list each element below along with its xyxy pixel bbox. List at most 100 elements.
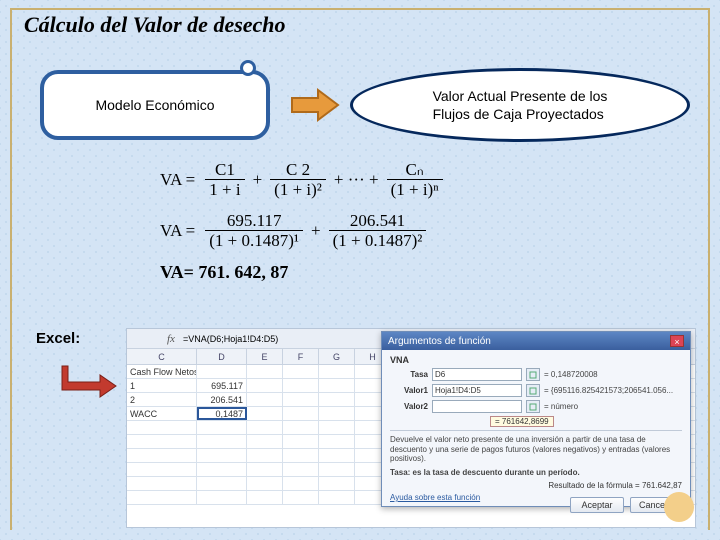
cell[interactable] — [283, 449, 319, 462]
field-resolved: = {695116.825421573;206541.056... — [544, 386, 673, 395]
column-header[interactable]: G — [319, 349, 355, 364]
cell[interactable] — [247, 379, 283, 392]
column-header[interactable]: D — [197, 349, 247, 364]
column-header[interactable]: F — [283, 349, 319, 364]
cell[interactable] — [283, 407, 319, 420]
excel-screenshot: fx =VNA(D6;Hoja1!D4:D5) CDEFGHIJKL Cash … — [126, 328, 696, 528]
decorative-frame-right — [708, 60, 710, 530]
cell[interactable] — [319, 379, 355, 392]
modelo-label: Modelo Económico — [40, 70, 270, 140]
function-arguments-dialog: Argumentos de función × VNA Tasa D6 = 0,14… — [381, 331, 691, 507]
title-text: Cálculo del Valor de desecho — [24, 12, 286, 37]
range-picker-icon[interactable] — [526, 400, 540, 413]
cell[interactable] — [127, 421, 197, 434]
cell[interactable] — [319, 421, 355, 434]
close-icon[interactable]: × — [670, 335, 684, 347]
cell[interactable]: 2 — [127, 393, 197, 406]
oval-line2: Flujos de Caja Proyectados — [433, 106, 604, 122]
dialog-desc1: Devuelve el valor neto presente de una i… — [390, 435, 682, 464]
fx-icon[interactable]: fx — [167, 333, 175, 345]
dialog-preview: = 761642,8699 — [490, 416, 554, 427]
cell[interactable] — [127, 491, 197, 504]
formula-bar-text: =VNA(D6;Hoja1!D4:D5) — [183, 334, 278, 344]
range-picker-icon[interactable] — [526, 384, 540, 397]
cell[interactable] — [127, 435, 197, 448]
cell[interactable] — [247, 477, 283, 490]
cell[interactable] — [283, 477, 319, 490]
cell[interactable] — [319, 463, 355, 476]
dialog-result-value: 761.642,87 — [642, 481, 682, 490]
cell[interactable] — [283, 491, 319, 504]
cell[interactable] — [247, 407, 283, 420]
cell[interactable] — [319, 491, 355, 504]
cell[interactable] — [197, 477, 247, 490]
cell[interactable] — [247, 449, 283, 462]
oval-line1: Valor Actual Presente de los — [433, 88, 608, 104]
cell[interactable] — [283, 365, 319, 378]
cell[interactable] — [197, 435, 247, 448]
cell[interactable] — [127, 477, 197, 490]
frac-n: Cₙ (1 + i)ⁿ — [387, 160, 443, 199]
cell[interactable]: Cash Flow Netos — [127, 365, 197, 378]
cell[interactable] — [197, 491, 247, 504]
cell[interactable] — [127, 449, 197, 462]
frac-2: C 2 (1 + i)² — [270, 160, 326, 199]
cell[interactable] — [197, 449, 247, 462]
field-resolved: = 0,148720008 — [544, 370, 598, 379]
cell[interactable] — [319, 477, 355, 490]
field-label: Tasa — [390, 370, 428, 379]
dialog-fn-name: VNA — [390, 355, 682, 365]
cell[interactable] — [283, 379, 319, 392]
formula2-lhs: VA = — [160, 221, 195, 241]
cell[interactable] — [319, 435, 355, 448]
cell[interactable]: 0,1487 — [197, 407, 247, 420]
cell[interactable] — [247, 421, 283, 434]
cell[interactable]: 695.117 — [197, 379, 247, 392]
arrow-right-icon — [290, 88, 340, 122]
dialog-desc2: Tasa: es la tasa de descuento durante un… — [390, 468, 682, 478]
cell[interactable] — [247, 491, 283, 504]
definition-oval: Valor Actual Presente de los Flujos de C… — [350, 68, 690, 142]
cell[interactable] — [247, 463, 283, 476]
cell[interactable] — [283, 435, 319, 448]
cell[interactable] — [319, 365, 355, 378]
cell[interactable] — [247, 435, 283, 448]
cell[interactable] — [283, 393, 319, 406]
cell[interactable] — [319, 449, 355, 462]
excel-label: Excel: — [36, 330, 80, 347]
cell[interactable] — [319, 407, 355, 420]
cell[interactable] — [247, 365, 283, 378]
cell[interactable] — [127, 463, 197, 476]
cell[interactable] — [319, 393, 355, 406]
column-header[interactable]: C — [127, 349, 197, 364]
cell[interactable] — [283, 463, 319, 476]
cell[interactable]: 206.541 — [197, 393, 247, 406]
field-input[interactable]: Hoja1!D4:D5 — [432, 384, 522, 397]
field-input[interactable]: D6 — [432, 368, 522, 381]
range-picker-icon[interactable] — [526, 368, 540, 381]
cell[interactable] — [197, 421, 247, 434]
ok-button[interactable]: Aceptar — [570, 497, 624, 513]
field-label: Valor1 — [390, 386, 428, 395]
dialog-field: Valor1 Hoja1!D4:D5 = {695116.825421573;206… — [390, 384, 682, 397]
field-resolved: = número — [544, 402, 578, 411]
fracnum-2: 206.541 (1 + 0.1487)² — [329, 211, 427, 250]
cell[interactable] — [197, 365, 247, 378]
column-header[interactable]: E — [247, 349, 283, 364]
dialog-body: VNA Tasa D6 = 0,148720008 Valor1 Hoja1!D4:D5… — [382, 350, 690, 494]
dialog-help-link[interactable]: Ayuda sobre esta función — [390, 493, 480, 502]
cell[interactable] — [197, 463, 247, 476]
dots: + ··· + — [334, 170, 379, 190]
cell[interactable] — [283, 421, 319, 434]
excel-arrow-icon — [60, 360, 120, 400]
field-input[interactable] — [432, 400, 522, 413]
formula-block: VA = C1 1 + i + C 2 (1 + i)² + ··· + Cₙ … — [160, 160, 600, 283]
dialog-titlebar[interactable]: Argumentos de función × — [382, 332, 690, 350]
dialog-result-row: Resultado de la fórmula = 761.642,87 — [390, 481, 682, 490]
cell[interactable] — [247, 393, 283, 406]
dialog-field: Tasa D6 = 0,148720008 — [390, 368, 682, 381]
cell[interactable]: 1 — [127, 379, 197, 392]
frac-1: C1 1 + i — [205, 160, 244, 199]
cell[interactable]: WACC — [127, 407, 197, 420]
formula1-lhs: VA = — [160, 170, 195, 190]
